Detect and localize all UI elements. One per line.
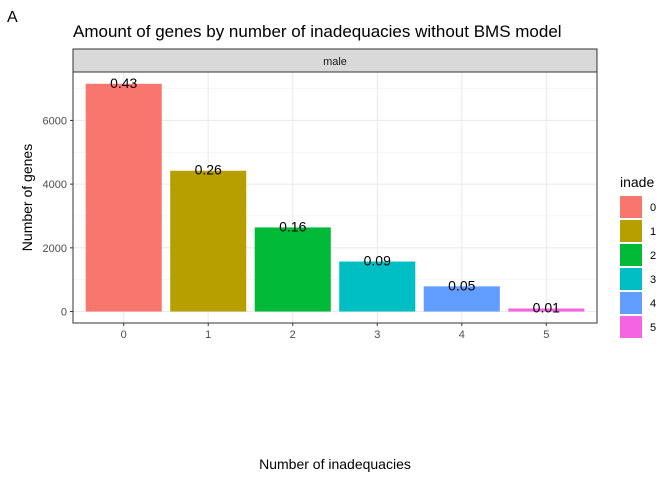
legend-label-0: 0: [650, 202, 656, 214]
y-axis-label: Number of genes: [19, 144, 35, 251]
legend-label-5: 5: [650, 322, 656, 334]
bar-label-0: 0.43: [110, 75, 137, 91]
x-tick-label: 0: [121, 329, 127, 341]
x-tick-label: 1: [205, 329, 211, 341]
bars: [85, 83, 585, 312]
y-tick-label: 6000: [43, 115, 67, 127]
bar-label-5: 0.01: [533, 300, 560, 316]
facet-label: male: [323, 56, 347, 68]
bar-0: [85, 83, 162, 312]
x-axis: 0 1 2 3 4 5: [121, 323, 549, 341]
legend-key-4: [620, 292, 642, 314]
chart-title: Amount of genes by number of inadequacie…: [73, 22, 562, 41]
legend: 0 1 2 3 4 5: [620, 196, 656, 338]
x-axis-label: Number of inadequacies: [259, 456, 411, 472]
bar-3: [339, 261, 416, 312]
bar-label-4: 0.05: [448, 277, 475, 293]
legend-label-4: 4: [650, 298, 656, 310]
legend-label-3: 3: [650, 274, 656, 286]
panel-tag: A: [7, 9, 18, 26]
y-tick-label: 0: [61, 307, 67, 319]
legend-key-3: [620, 268, 642, 290]
legend-key-1: [620, 220, 642, 242]
plot-border: [72, 71, 598, 324]
bar-label-2: 0.16: [279, 218, 306, 234]
bar-label-1: 0.26: [195, 162, 222, 178]
bar-label-3: 0.09: [364, 253, 391, 269]
legend-label-2: 2: [650, 250, 656, 262]
y-tick-label: 4000: [43, 179, 67, 191]
x-tick-label: 3: [374, 329, 380, 341]
legend-label-1: 1: [650, 226, 656, 238]
bar-2: [254, 227, 331, 312]
bar-5: [508, 308, 585, 312]
legend-key-0: [620, 196, 642, 218]
y-axis: 0 2000 4000 6000: [43, 115, 73, 319]
x-tick-label: 2: [290, 329, 296, 341]
legend-key-5: [620, 316, 642, 338]
x-tick-label: 4: [459, 329, 465, 341]
legend-key-2: [620, 244, 642, 266]
y-tick-label: 2000: [43, 243, 67, 255]
bar-value-labels: 0.43 0.26 0.16 0.09 0.05 0.01: [110, 75, 560, 316]
bar-1: [170, 170, 247, 312]
legend-title: inade: [620, 174, 654, 190]
x-tick-label: 5: [543, 329, 549, 341]
bar-4: [423, 286, 500, 312]
